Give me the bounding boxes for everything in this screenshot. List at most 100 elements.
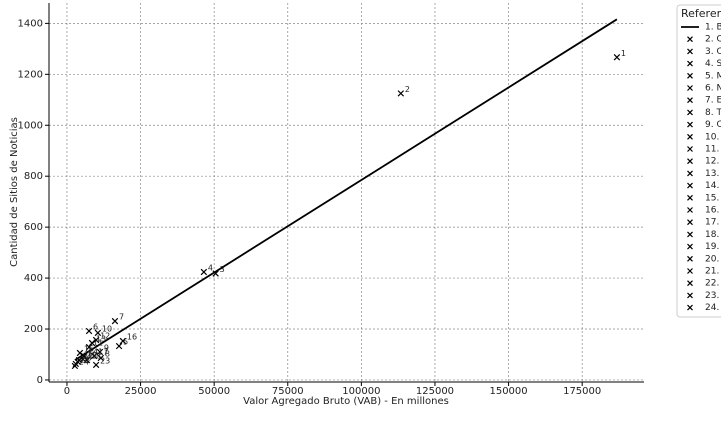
point-label: 23 [100,356,110,365]
legend-marker [687,146,693,152]
legend-marker [687,280,693,287]
point [88,339,96,347]
legend-marker [687,231,693,238]
legend-label: 14. [705,181,719,191]
point-label: 13 [96,335,106,344]
legend-label: 4. S [705,59,721,69]
legend-label: 12. [705,157,719,167]
legend-label: 20. [705,254,719,264]
legend-label: 3. C [705,47,721,57]
point-label: 18 [91,352,101,361]
point [85,343,93,351]
legend-label: 17. [705,218,719,228]
legend-label: 13. [705,169,719,179]
y-tick-label: 0 [37,375,43,386]
point [85,327,93,335]
point [97,354,105,362]
legend-marker [687,170,693,177]
point-label: 20 [82,353,92,362]
legend-label: 11. [705,145,719,155]
legend-marker [687,97,693,104]
point-label: 8 [105,350,110,359]
legend-label: 1. B [705,23,721,33]
point [212,270,219,277]
legend-label: 15. [705,193,719,203]
point [397,90,405,97]
legend-marker [687,109,693,116]
y-tick-label: 1400 [18,18,43,29]
legend-marker [687,48,693,55]
legend-label: 18. [705,230,719,240]
x-axis-label: Valor Agregado Bruto (VAB) - En millones [243,396,449,407]
trend-line [74,18,618,361]
legend-marker [687,255,693,262]
legend-label: 23. [705,291,719,301]
point [613,54,621,61]
legend-label: 21. [705,267,719,277]
legend-label: 22. [705,279,719,289]
point [92,336,100,344]
point-label: 9 [104,343,109,352]
point [94,329,102,337]
point-label: 3 [220,265,225,274]
legend-label: 9. C [705,120,721,130]
point-label: 12 [100,331,110,340]
legend-label: 7. E [705,96,721,106]
point [92,361,100,369]
x-tick-label: 125000 [416,386,454,397]
point-label: 4 [208,263,213,272]
legend-marker [687,60,693,67]
legend-marker [687,72,693,79]
x-tick-label: 25000 [125,386,157,397]
y-tick-label: 1200 [18,69,43,80]
legend-marker [687,194,693,201]
point-label: 24 [79,357,89,366]
legend-marker [687,121,693,128]
x-tick-label: 175000 [563,386,601,397]
legend-marker [687,304,693,311]
legend-marker [687,207,693,213]
legend-label: 24. [705,303,719,313]
point-label: 14 [88,348,98,357]
legend-marker [687,182,693,189]
legend-marker [687,292,693,299]
point-label: 15 [84,344,94,353]
point-label: 2 [405,85,410,94]
point-label: 1 [621,49,626,58]
point-label: 11 [93,339,103,348]
legend-marker [687,85,693,91]
point-label: 5 [123,338,128,347]
point [79,355,87,363]
legend-marker [687,158,693,165]
legend-marker [687,133,693,140]
legend-label: 2. C [705,35,721,45]
point-label: 7 [119,313,124,322]
y-tick-label: 400 [24,273,43,284]
point [115,342,123,350]
legend-label: 10. [705,132,719,142]
point [111,317,119,325]
y-axis-label: Cantidad de Sitios de Noticias [9,117,20,267]
y-tick-label: 1000 [18,120,43,131]
point-label: 10 [102,324,112,333]
x-tick-label: 50000 [198,386,230,397]
y-tick-label: 800 [24,171,43,182]
point-label: 6 [93,323,98,332]
legend-title: Referen [681,7,721,20]
legend-marker [687,36,693,43]
legend-marker [687,219,693,226]
legend-box [676,4,721,318]
legend-marker [687,268,693,274]
legend-label: 8. T [705,108,721,118]
legend-marker [687,243,693,250]
point [76,349,84,357]
point-label: 21 [80,355,90,364]
point-label: 22 [83,352,93,361]
point-label: 17 [98,348,108,357]
legend-label: 6. N [705,84,721,94]
point-label: 19 [87,351,97,360]
legend-label: 19. [705,242,719,252]
point [75,356,83,364]
